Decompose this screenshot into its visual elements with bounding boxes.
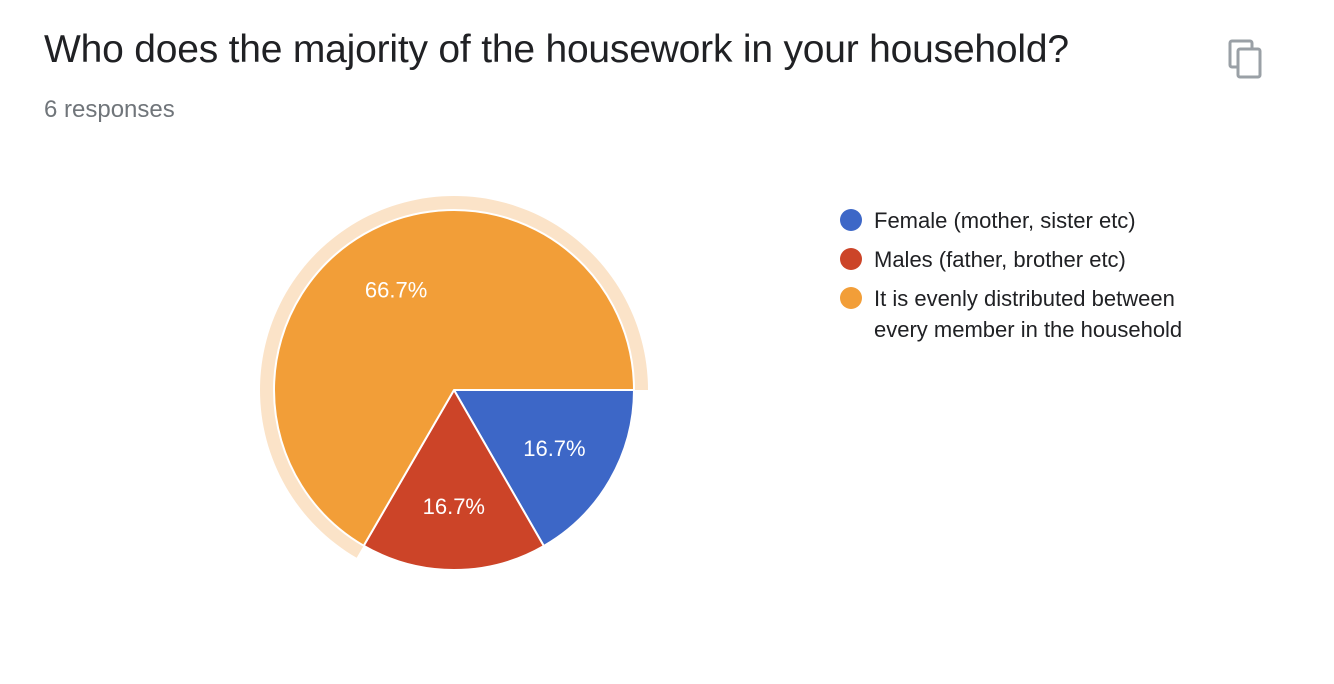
legend-item-2[interactable]: It is evenly distributed between every m… [840,283,1260,345]
pie-slice-0[interactable] [453,389,635,547]
copy-icon [1228,39,1262,79]
pie-slice-2[interactable] [273,209,635,547]
legend-label: It is evenly distributed between every m… [874,286,1183,342]
legend-item-1[interactable]: Males (father, brother etc) [840,244,1260,275]
legend-swatch-icon [840,209,862,231]
legend-item-0[interactable]: Female (mother, sister etc) [840,205,1260,236]
slice-label-1: 16.7% [423,494,485,519]
slice-label-2: 66.7% [365,277,427,302]
slice-label-0: 16.7% [523,436,585,461]
legend-swatch-icon [840,287,862,309]
chart-legend: Female (mother, sister etc) Males (father… [840,205,1260,353]
page-title: Who does the majority of the housework i… [44,28,1069,71]
response-count: 6 responses [44,96,175,123]
pie-slice-1[interactable] [362,389,545,571]
copy-chart-button[interactable] [1222,36,1270,84]
legend-swatch-icon [840,248,862,270]
legend-label: Males (father, brother etc) [874,247,1126,272]
legend-label: Female (mother, sister etc) [874,208,1136,233]
